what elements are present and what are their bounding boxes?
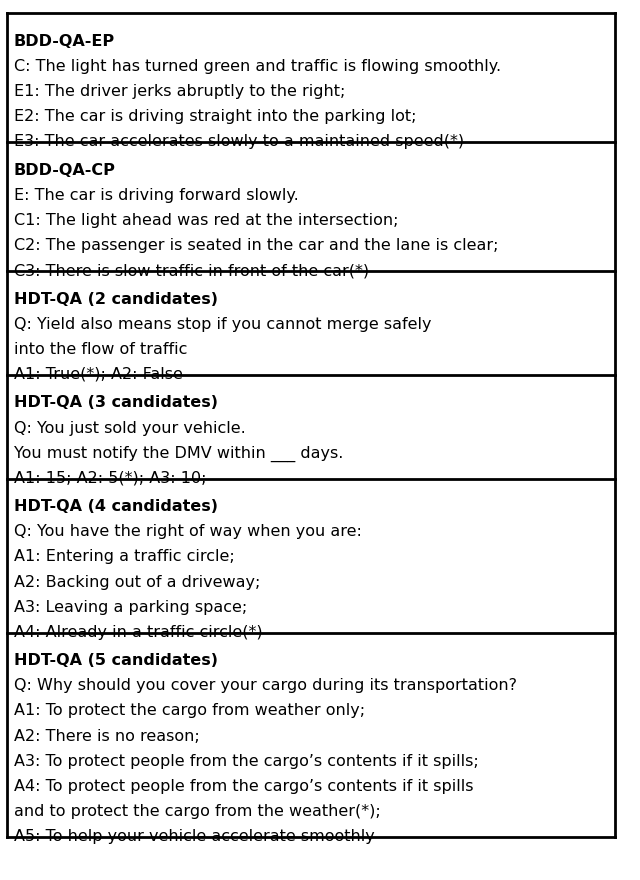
Text: into the flow of traffic: into the flow of traffic (13, 341, 187, 356)
Text: A1: Entering a traffic circle;: A1: Entering a traffic circle; (13, 549, 234, 564)
Text: A1: To protect the cargo from weather only;: A1: To protect the cargo from weather on… (13, 703, 365, 718)
Text: A1: 15; A2: 5(*); A3: 10;: A1: 15; A2: 5(*); A3: 10; (13, 471, 206, 486)
Text: E2: The car is driving straight into the parking lot;: E2: The car is driving straight into the… (13, 109, 416, 124)
Text: E3: The car accelerates slowly to a maintained speed(*): E3: The car accelerates slowly to a main… (13, 134, 464, 149)
Text: A2: There is no reason;: A2: There is no reason; (13, 729, 200, 744)
Text: E: The car is driving forward slowly.: E: The car is driving forward slowly. (13, 187, 298, 202)
Text: and to protect the cargo from the weather(*);: and to protect the cargo from the weathe… (13, 803, 380, 818)
Text: A3: To protect people from the cargo’s contents if it spills;: A3: To protect people from the cargo’s c… (13, 753, 479, 768)
Text: BDD-QA-CP: BDD-QA-CP (13, 163, 116, 178)
Text: Q: Yield also means stop if you cannot merge safely: Q: Yield also means stop if you cannot m… (13, 317, 431, 332)
Text: A3: Leaving a parking space;: A3: Leaving a parking space; (13, 599, 247, 614)
Text: HDT-QA (3 candidates): HDT-QA (3 candidates) (13, 395, 218, 410)
Text: HDT-QA (5 candidates): HDT-QA (5 candidates) (13, 653, 218, 668)
Text: Q: Why should you cover your cargo during its transportation?: Q: Why should you cover your cargo durin… (13, 678, 516, 693)
Text: A4: Already in a traffic circle(*): A4: Already in a traffic circle(*) (13, 625, 262, 640)
Text: Q: You have the right of way when you are:: Q: You have the right of way when you ar… (13, 524, 362, 539)
Text: HDT-QA (2 candidates): HDT-QA (2 candidates) (13, 291, 218, 306)
Text: C1: The light ahead was red at the intersection;: C1: The light ahead was red at the inter… (13, 213, 398, 228)
Text: You must notify the DMV within ___ days.: You must notify the DMV within ___ days. (13, 445, 343, 462)
Text: HDT-QA (4 candidates): HDT-QA (4 candidates) (13, 499, 218, 514)
Text: A2: Backing out of a driveway;: A2: Backing out of a driveway; (13, 575, 260, 590)
Text: Q: You just sold your vehicle.: Q: You just sold your vehicle. (13, 421, 245, 436)
Text: C: The light has turned green and traffic is flowing smoothly.: C: The light has turned green and traffi… (13, 59, 501, 74)
Text: C3: There is slow traffic in front of the car(*): C3: There is slow traffic in front of th… (13, 263, 369, 278)
Text: A5: To help your vehicle accelerate smoothly: A5: To help your vehicle accelerate smoo… (13, 829, 374, 844)
Text: A4: To protect people from the cargo’s contents if it spills: A4: To protect people from the cargo’s c… (13, 779, 473, 794)
Text: E1: The driver jerks abruptly to the right;: E1: The driver jerks abruptly to the rig… (13, 84, 345, 99)
Text: C2: The passenger is seated in the car and the lane is clear;: C2: The passenger is seated in the car a… (13, 238, 498, 253)
Text: BDD-QA-EP: BDD-QA-EP (13, 33, 115, 48)
Text: A1: True(*); A2: False: A1: True(*); A2: False (13, 367, 182, 382)
